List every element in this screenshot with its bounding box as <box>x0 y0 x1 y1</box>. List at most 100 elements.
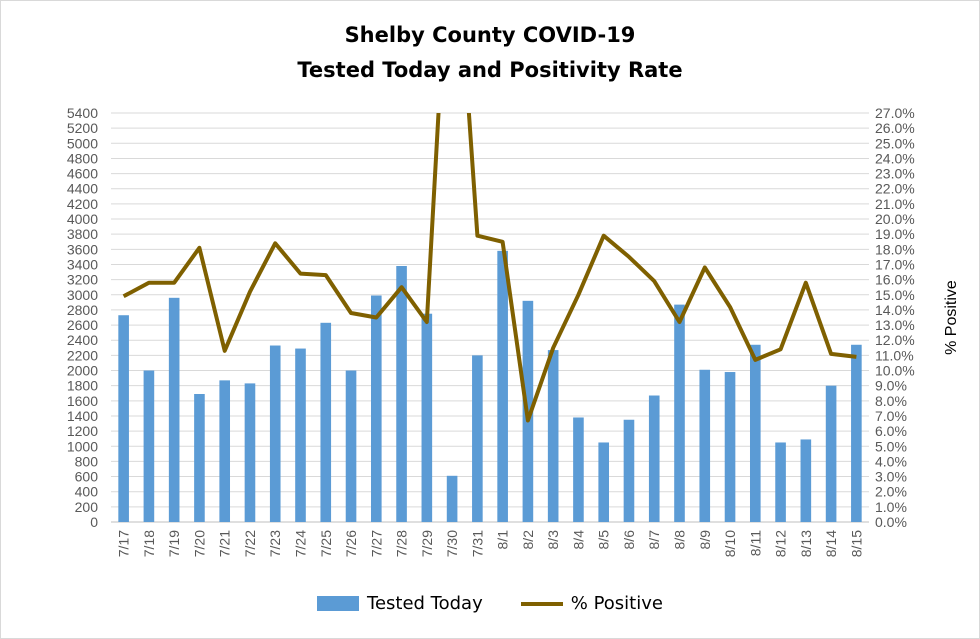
y2-tick-label-9: 9.0% <box>875 378 907 394</box>
y-tick-label-3800: 3800 <box>67 226 98 242</box>
x-tick-label-8-9: 8/9 <box>697 530 713 550</box>
y2-tick-label-15: 15.0% <box>875 287 915 303</box>
y-tick-label-4000: 4000 <box>67 211 98 227</box>
bar-7-29 <box>421 313 433 522</box>
x-tick-label-8-14: 8/14 <box>823 530 839 557</box>
y-tick-label-2000: 2000 <box>67 363 98 379</box>
y2-tick-label-24: 24.0% <box>875 150 915 166</box>
y2-tick-label-27: 27.0% <box>875 105 915 121</box>
y-tick-label-3200: 3200 <box>67 272 98 288</box>
legend-swatch-line <box>520 601 563 606</box>
bar-7-24 <box>295 348 306 522</box>
legend: Tested Today % Positive <box>1 593 979 614</box>
y2-tick-label-11: 11.0% <box>875 347 914 363</box>
x-tick-label-8-5: 8/5 <box>596 530 612 550</box>
bar-7-30 <box>446 475 458 522</box>
y-tick-label-2200: 2200 <box>67 347 98 363</box>
y-tick-label-4200: 4200 <box>67 196 98 212</box>
y-tick-label-4400: 4400 <box>67 181 98 197</box>
bar-7-18 <box>143 370 155 522</box>
y2-tick-label-8: 8.0% <box>875 393 907 409</box>
bar-8-9 <box>699 369 711 522</box>
y-tick-label-1200: 1200 <box>67 423 98 439</box>
y2-tick-label-3: 3.0% <box>875 469 907 485</box>
y2-tick-label-16: 16.0% <box>875 272 915 288</box>
bar-7-17 <box>118 315 129 522</box>
y-tick-label-2600: 2600 <box>67 317 98 333</box>
y-tick-label-600: 600 <box>75 469 99 485</box>
y2-tick-label-26: 26.0% <box>875 120 915 136</box>
bar-7-22 <box>244 383 256 522</box>
y-tick-label-0: 0 <box>90 514 98 530</box>
x-tick-label-7-30: 7/30 <box>444 530 460 557</box>
y-tick-label-1400: 1400 <box>67 408 98 424</box>
y2-tick-label-22: 22.0% <box>875 181 915 197</box>
bar-8-14 <box>825 385 837 522</box>
legend-item-positive: % Positive <box>520 593 663 614</box>
x-tick-label-8-15: 8/15 <box>848 530 864 557</box>
x-tick-label-8-10: 8/10 <box>722 530 738 557</box>
x-tick-label-7-19: 7/19 <box>166 530 182 557</box>
x-tick-label-8-8: 8/8 <box>672 530 688 550</box>
y-tick-label-5000: 5000 <box>67 135 98 151</box>
y2-tick-label-23: 23.0% <box>875 166 915 182</box>
bar-7-26 <box>345 370 357 522</box>
series-line-positive <box>122 113 857 423</box>
x-tick-label-7-24: 7/24 <box>293 530 309 557</box>
x-tick-label-8-3: 8/3 <box>545 530 561 550</box>
bar-7-27 <box>370 295 382 522</box>
x-tick-label-7-28: 7/28 <box>394 530 410 557</box>
y-tick-label-1800: 1800 <box>67 378 98 394</box>
bar-7-25 <box>320 322 332 522</box>
y-tick-label-400: 400 <box>75 484 99 500</box>
x-tick-label-7-27: 7/27 <box>368 530 384 557</box>
bar-8-4 <box>573 417 584 522</box>
x-tick-label-7-22: 7/22 <box>242 530 258 557</box>
x-tick-label-8-2: 8/2 <box>520 530 536 550</box>
y2-tick-label-19: 19.0% <box>875 226 915 242</box>
x-tick-label-8-11: 8/11 <box>747 530 763 556</box>
x-tick-label-7-31: 7/31 <box>469 530 485 557</box>
x-tick-label-8-13: 8/13 <box>798 530 814 557</box>
bar-7-20 <box>194 393 205 522</box>
chart-subtitle: Tested Today and Positivity Rate <box>297 58 683 82</box>
y2-tick-label-6: 6.0% <box>875 423 907 439</box>
x-tick-label-7-18: 7/18 <box>141 530 157 557</box>
x-tick-label-7-23: 7/23 <box>267 530 283 557</box>
y2-tick-label-4: 4.0% <box>875 453 907 469</box>
x-tick-label-7-21: 7/21 <box>217 530 233 557</box>
y-tick-label-1600: 1600 <box>67 393 98 409</box>
y2-tick-label-18: 18.0% <box>875 241 915 257</box>
x-tick-label-7-20: 7/20 <box>191 530 207 557</box>
bar-8-3 <box>547 350 559 522</box>
y2-tick-label-5: 5.0% <box>875 438 907 454</box>
y2-tick-label-25: 25.0% <box>875 135 915 151</box>
bar-8-12 <box>775 442 786 522</box>
y2-tick-label-1: 1.0% <box>875 499 907 515</box>
y-tick-label-1000: 1000 <box>67 438 98 454</box>
bar-8-15 <box>851 344 862 522</box>
legend-swatch-bar <box>317 596 360 611</box>
y2-tick-label-17: 17.0% <box>875 256 915 272</box>
x-tick-label-8-1: 8/1 <box>495 530 511 550</box>
y-tick-label-4600: 4600 <box>67 166 98 182</box>
legend-label-positive: % Positive <box>570 593 663 614</box>
x-tick-label-8-6: 8/6 <box>621 530 637 550</box>
y-tick-label-5400: 5400 <box>67 105 98 121</box>
y-tick-label-3000: 3000 <box>67 287 98 303</box>
legend-label-tested: Tested Today <box>367 593 483 614</box>
y-tick-label-2800: 2800 <box>67 302 98 318</box>
bar-8-5 <box>598 442 610 522</box>
y-tick-label-5200: 5200 <box>67 120 98 136</box>
y-tick-label-2400: 2400 <box>67 332 98 348</box>
x-tick-label-7-17: 7/17 <box>116 530 132 557</box>
y2-tick-label-21: 21.0% <box>875 196 915 212</box>
bar-8-7 <box>648 395 660 522</box>
x-tick-label-7-25: 7/25 <box>318 530 334 557</box>
y2-axis-title: % Positive <box>943 280 960 355</box>
y-tick-label-3400: 3400 <box>67 256 98 272</box>
x-tick-label-8-12: 8/12 <box>773 530 789 557</box>
y2-tick-label-12: 12.0% <box>875 332 915 348</box>
legend-item-tested: Tested Today <box>317 593 483 614</box>
